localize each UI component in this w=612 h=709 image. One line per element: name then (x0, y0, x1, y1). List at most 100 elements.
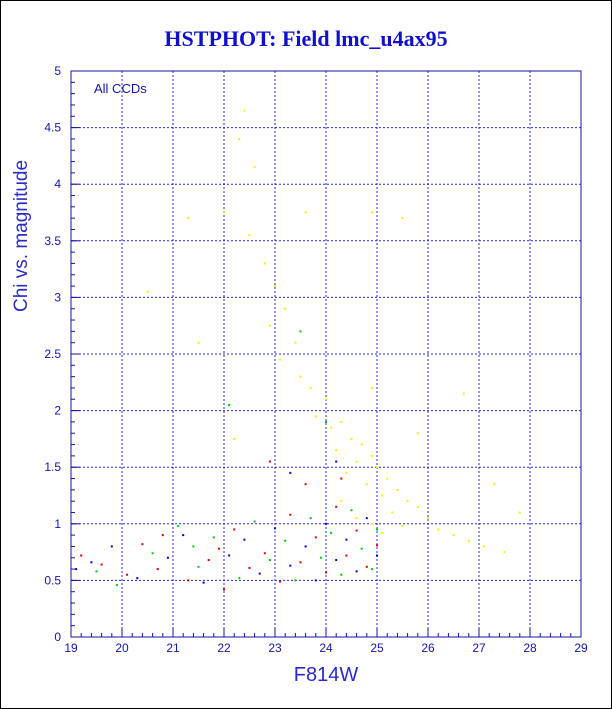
y-tick-label: 0.5 (44, 573, 61, 587)
ccd-yellow-point (284, 307, 287, 310)
ccd-blue-point (243, 538, 246, 541)
ccd-yellow-point (503, 551, 506, 554)
ccd-yellow-point (381, 494, 384, 497)
ccd-yellow-point (483, 545, 486, 548)
ccd-yellow-point (263, 262, 266, 265)
ccd-green-point (268, 559, 271, 562)
data-points (75, 109, 521, 591)
ccd-green-point (253, 520, 256, 523)
ccd-green-point (350, 509, 353, 512)
ccd-red-point (161, 534, 164, 537)
ccd-red-point (299, 561, 302, 564)
ccd-yellow-point (197, 341, 200, 344)
ccd-yellow-point (386, 477, 389, 480)
ccd-red-point (156, 568, 159, 571)
y-tick-label: 0 (54, 630, 61, 644)
ccd-yellow-point (274, 285, 276, 288)
ccd-red-point (233, 528, 236, 531)
ccd-green-point (325, 420, 327, 423)
ccd-red-point (340, 477, 343, 480)
ccd-red-point (248, 566, 251, 569)
ccd-yellow-point (233, 437, 236, 440)
ccd-green-point (192, 545, 195, 548)
ccd-red-point (100, 563, 103, 566)
y-tick-label: 1.5 (44, 460, 61, 474)
ccd-blue-point (258, 572, 261, 575)
ccd-yellow-point (437, 528, 440, 531)
y-tick-label: 2 (54, 404, 61, 418)
ccd-red-point (223, 588, 225, 591)
ccd-blue-point (75, 568, 78, 571)
ccd-yellow-point (416, 432, 419, 435)
ccd-blue-point (110, 545, 113, 548)
ccd-yellow-point (294, 341, 297, 344)
ccd-red-point (304, 483, 307, 486)
ccd-green-point (115, 583, 118, 586)
ccd-yellow-point (381, 531, 384, 534)
ccd-green-point (309, 517, 312, 520)
ccd-green-point (238, 577, 241, 580)
ccd-green-point (284, 539, 287, 542)
ccd-green-point (151, 552, 154, 555)
x-tick-label: 29 (574, 641, 588, 655)
ccd-blue-point (289, 471, 292, 474)
ccd-yellow-point (340, 420, 343, 423)
ccd-blue-point (335, 559, 338, 562)
ccd-green-point (360, 547, 363, 550)
x-tick-label: 23 (268, 641, 282, 655)
ccd-yellow-point (355, 517, 358, 520)
ccd-green-point (330, 531, 333, 534)
ccd-green-point (197, 565, 200, 568)
ccd-green-point (340, 573, 343, 576)
ccd-yellow-point (370, 522, 373, 525)
ccd-yellow-point (391, 511, 394, 514)
ccd-green-point (95, 570, 98, 573)
tick-labels: 19 20 21 22 23 24 25 26 27 28 29 0 0.5 1 1.5 2 2.5 3 3.5 4 4… (44, 64, 588, 655)
ccd-yellow-point (304, 211, 307, 214)
ccd-red-point (217, 547, 220, 550)
ccd-blue-point (289, 564, 292, 567)
x-tick-label: 20 (115, 641, 129, 655)
ccd-yellow-point (370, 454, 373, 457)
y-tick-label: 1 (54, 517, 61, 531)
ccd-yellow-point (396, 488, 399, 491)
ccd-red-point (263, 552, 266, 555)
ccd-red-point (126, 573, 129, 576)
ccd-yellow-point (370, 211, 373, 214)
ccd-yellow-point (462, 392, 465, 395)
ccd-green-point (228, 403, 231, 406)
ccd-red-point (187, 579, 190, 582)
ccd-yellow-point (452, 534, 455, 537)
x-tick-label: 28 (523, 641, 537, 655)
x-tick-label: 21 (166, 641, 180, 655)
ccd-yellow-point (335, 449, 338, 452)
ccd-green-point (212, 536, 215, 539)
ccd-yellow-point (493, 483, 496, 486)
ccd-blue-point (325, 522, 327, 525)
ccd-red-point (355, 529, 358, 532)
ccd-blue-point (202, 581, 205, 584)
ccd-yellow-point (467, 539, 470, 542)
ccd-yellow-point (401, 217, 404, 220)
x-tick-label: 26 (421, 641, 435, 655)
ccd-blue-point (376, 554, 378, 557)
ccd-blue-point (166, 556, 169, 559)
x-axis-label: F814W (294, 664, 359, 686)
ccd-yellow-point (248, 234, 251, 237)
ccd-yellow-point (370, 386, 373, 389)
ccd-yellow-point (309, 386, 312, 389)
ccd-blue-point (314, 579, 317, 582)
ccd-yellow-point (427, 517, 429, 520)
ccd-yellow-point (330, 426, 333, 429)
ccd-red-point (335, 505, 338, 508)
ccd-blue-point (355, 570, 358, 573)
ccd-yellow-point (350, 437, 353, 440)
y-tick-label: 3 (54, 290, 61, 304)
ccd-yellow-point (376, 466, 378, 469)
ccd-blue-point (90, 561, 93, 564)
ccd-blue-point (345, 538, 348, 541)
ccd-green-point (376, 528, 378, 531)
ccd-yellow-point (325, 398, 327, 401)
ccd-red-point (365, 565, 368, 568)
